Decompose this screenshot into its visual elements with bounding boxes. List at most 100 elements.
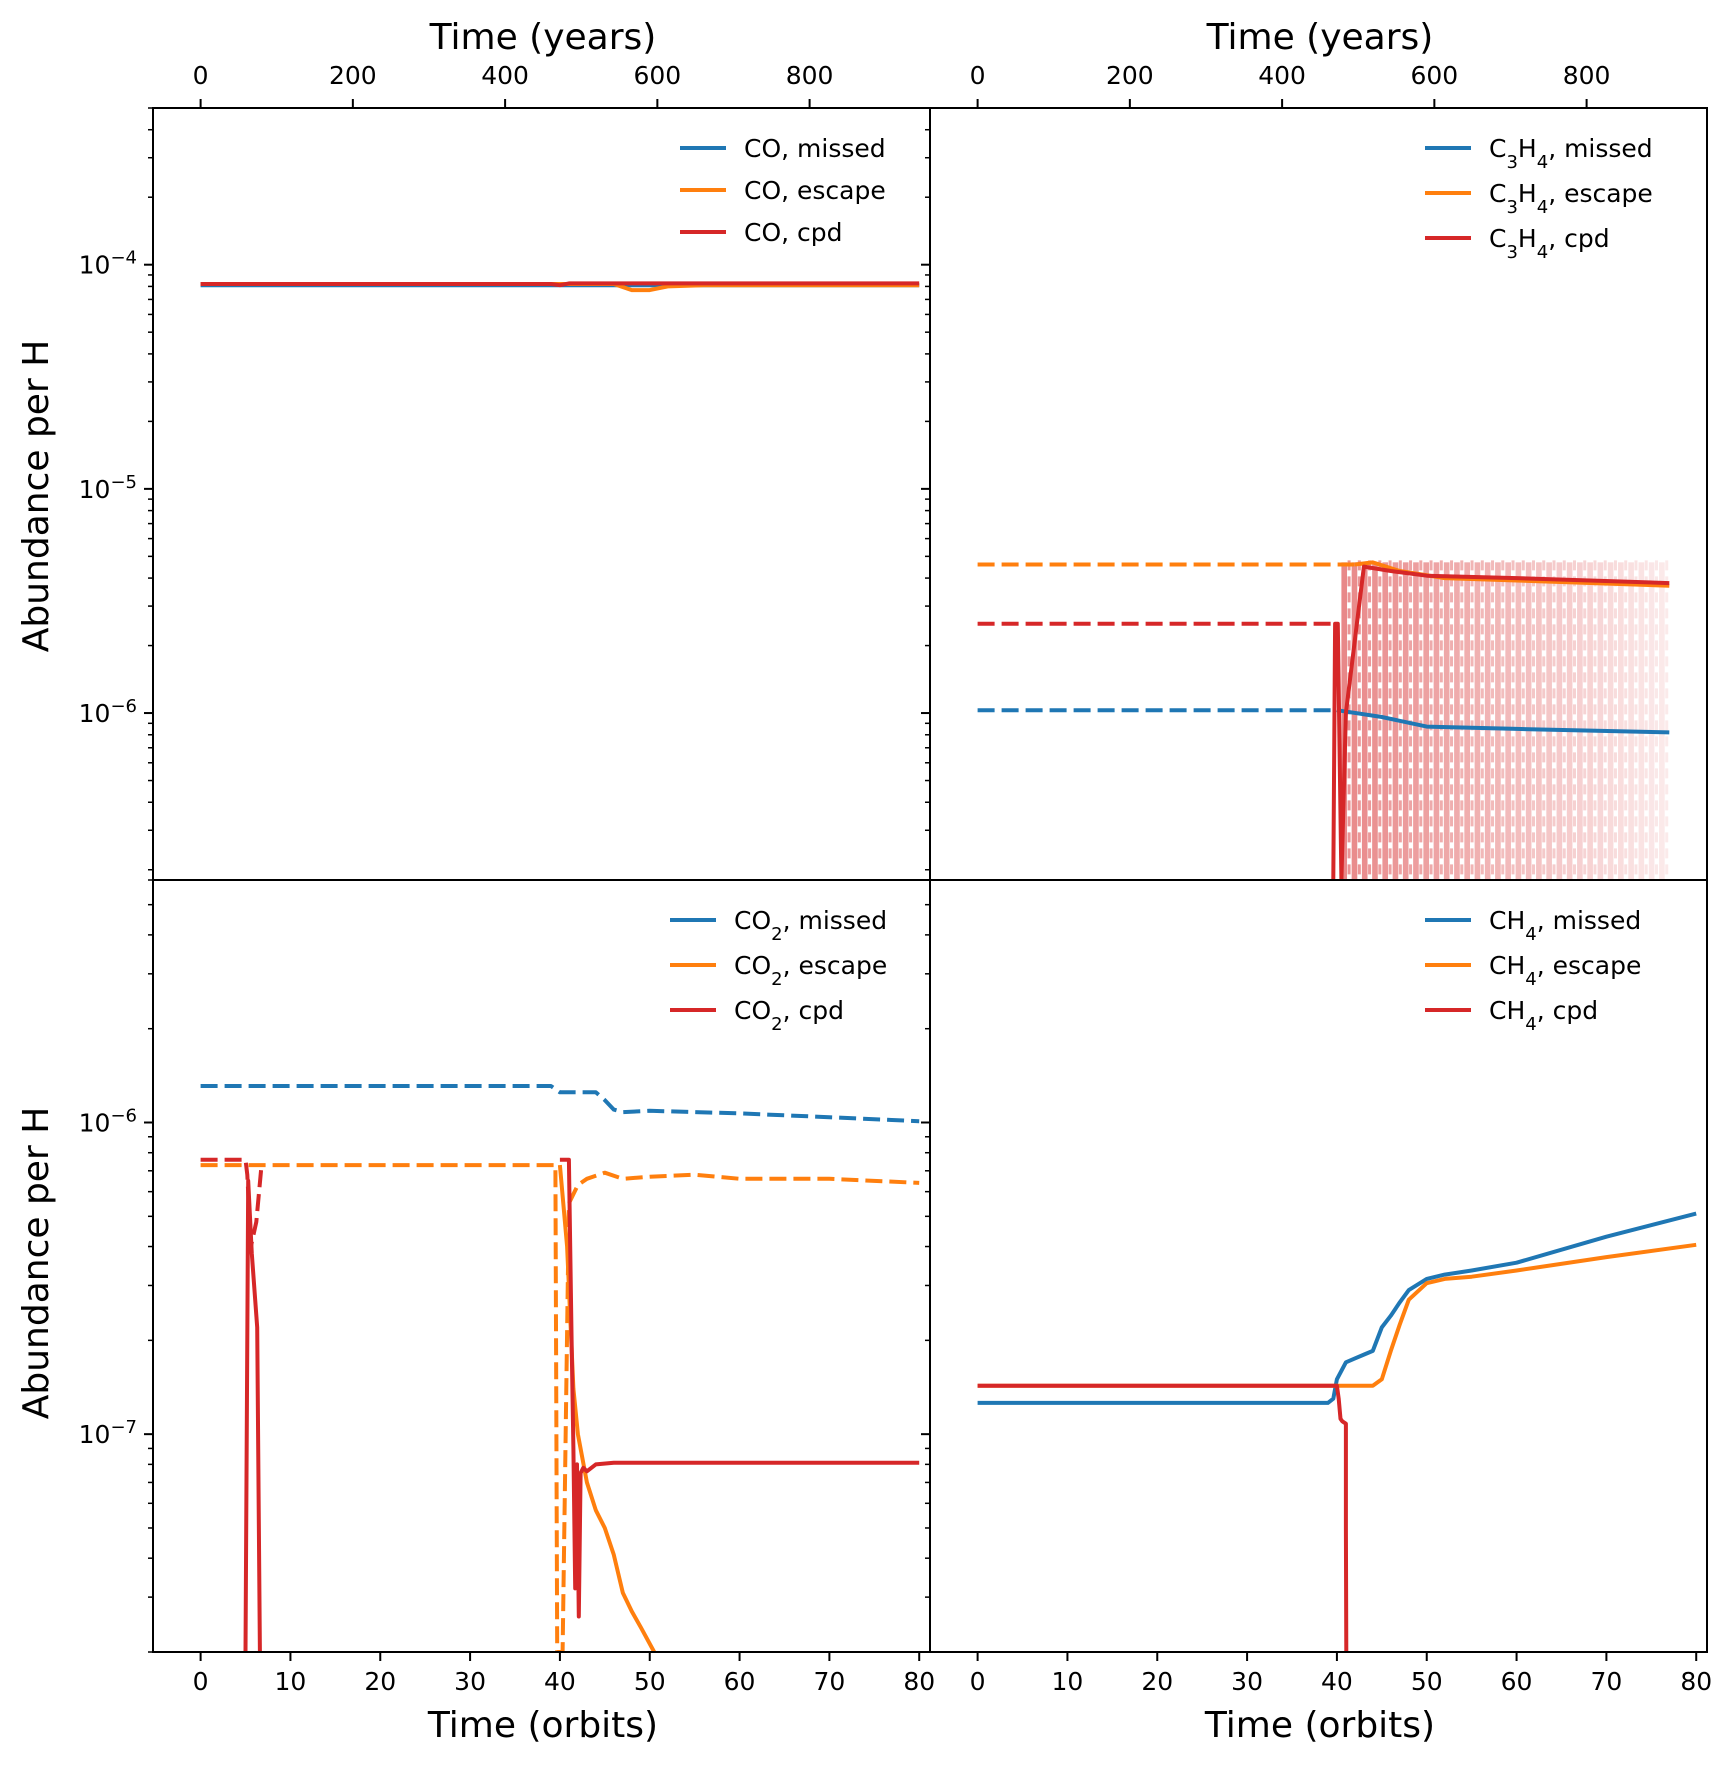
oscillation-band — [1454, 562, 1460, 880]
x-top-tick-label: 0 — [193, 61, 209, 90]
series-line — [1331, 564, 1670, 880]
oscillation-band — [1413, 562, 1419, 880]
x-tick-label: 70 — [1590, 1667, 1622, 1696]
bottom-xlabel-right: Time (orbits) — [1204, 1705, 1435, 1746]
legend-item: CH4, escape — [1425, 951, 1641, 990]
x-top-tick-label: 400 — [481, 61, 529, 90]
x-tick-label: 0 — [970, 1667, 986, 1696]
oscillation-band — [1495, 562, 1501, 880]
oscillation-band — [1372, 562, 1378, 880]
x-top-tick-label: 200 — [329, 61, 377, 90]
oscillation-band — [1525, 562, 1532, 880]
series-line — [977, 1383, 1349, 1652]
ylabel-bottom: Abundance per H — [16, 1107, 57, 1420]
x-tick-label: 20 — [364, 1667, 396, 1696]
series-line — [977, 1211, 1697, 1405]
x-tick-label: 60 — [1501, 1667, 1533, 1696]
x-top-tick-label: 600 — [1410, 61, 1458, 90]
legend-label: CH4, cpd — [1489, 996, 1598, 1035]
oscillation-band — [1659, 562, 1665, 880]
x-tick-label: 70 — [813, 1667, 845, 1696]
x-tick-label: 80 — [1680, 1667, 1712, 1696]
series-line — [977, 1242, 1697, 1388]
legend-label: C3H4, cpd — [1489, 224, 1610, 263]
oscillation-band — [1433, 562, 1440, 880]
oscillation-band — [1597, 562, 1604, 880]
legend: CO, missed CO, escape CO, cpd — [680, 134, 886, 247]
series-line — [200, 1084, 920, 1124]
legend: C3H4, missed C3H4, escape C3H4, cpd — [1425, 134, 1653, 263]
ylabel-top: Abundance per H — [16, 340, 57, 653]
oscillation-band — [1361, 562, 1368, 880]
oscillation-band — [1536, 562, 1542, 880]
legend-item: C3H4, missed — [1425, 134, 1653, 173]
y-tick-label: 10−7 — [79, 1417, 137, 1450]
legend: CO2, missed CO2, escape CO2, cpd — [670, 906, 887, 1035]
oscillation-band — [1515, 562, 1522, 880]
series-line — [243, 1178, 262, 1652]
x-tick-label: 10 — [275, 1667, 307, 1696]
x-top-tick-label: 0 — [970, 61, 986, 90]
oscillation-band — [1351, 562, 1358, 880]
oscillation-band — [1577, 562, 1583, 880]
legend-item: CO2, cpd — [670, 996, 844, 1035]
series-line — [200, 1163, 920, 1652]
legend-item: C3H4, cpd — [1425, 224, 1610, 263]
y-tick-label: 10−6 — [79, 1105, 137, 1138]
y-tick-label: 10−5 — [79, 471, 137, 504]
x-tick-label: 20 — [1141, 1667, 1173, 1696]
legend-label: CO, escape — [744, 176, 886, 205]
x-tick-label: 0 — [193, 1667, 209, 1696]
oscillation-band — [1618, 562, 1624, 880]
legend-item: CO2, escape — [670, 951, 887, 990]
oscillation-band — [1648, 562, 1655, 880]
x-tick-label: 50 — [1411, 1667, 1443, 1696]
x-top-tick-label: 600 — [633, 61, 681, 90]
legend-item: CO2, missed — [670, 906, 887, 945]
legend-item: CH4, cpd — [1425, 996, 1598, 1035]
series-line — [558, 1157, 920, 1619]
legend-item: CH4, missed — [1425, 906, 1641, 945]
x-tick-label: 80 — [903, 1667, 935, 1696]
top-xlabel-left: Time (years) — [429, 17, 657, 58]
series-line — [1336, 708, 1670, 735]
legend-label: C3H4, missed — [1489, 134, 1653, 173]
x-tick-label: 40 — [544, 1667, 576, 1696]
legend-item: CO, cpd — [680, 218, 843, 247]
top-xlabel-right: Time (years) — [1206, 17, 1434, 58]
x-top-tick-label: 800 — [786, 61, 834, 90]
legend-item: CO, missed — [680, 134, 886, 163]
series-line — [200, 1157, 264, 1249]
y-tick-label: 10−4 — [79, 247, 137, 280]
x-tick-label: 30 — [454, 1667, 486, 1696]
x-top-tick-label: 400 — [1258, 61, 1306, 90]
oscillation-band — [1638, 562, 1645, 880]
series-line — [200, 281, 920, 288]
oscillation-band — [1505, 562, 1511, 880]
legend-label: CO, cpd — [744, 218, 843, 247]
legend-item: CO, escape — [680, 176, 886, 205]
oscillation-band — [1587, 562, 1593, 880]
x-tick-label: 10 — [1052, 1667, 1084, 1696]
legend-label: C3H4, escape — [1489, 179, 1653, 218]
legend-item: C3H4, escape — [1425, 179, 1653, 218]
x-top-tick-label: 800 — [1563, 61, 1611, 90]
oscillation-band — [1607, 562, 1614, 880]
legend-label: CO2, missed — [734, 906, 887, 945]
oscillation-band — [1484, 562, 1491, 880]
bottom-xlabel-left: Time (orbits) — [427, 1705, 658, 1746]
plot-area — [977, 1211, 1697, 1652]
oscillation-band — [1423, 562, 1430, 880]
oscillation-band — [1464, 562, 1470, 880]
legend-label: CO2, escape — [734, 951, 887, 990]
oscillation-band — [1566, 562, 1573, 880]
plot-area — [977, 560, 1670, 880]
axes-frame — [929, 879, 1708, 1653]
x-tick-label: 60 — [724, 1667, 756, 1696]
legend-label: CO2, cpd — [734, 996, 844, 1035]
legend-label: CO, missed — [744, 134, 886, 163]
legend: CH4, missed CH4, escape CH4, cpd — [1425, 906, 1641, 1035]
